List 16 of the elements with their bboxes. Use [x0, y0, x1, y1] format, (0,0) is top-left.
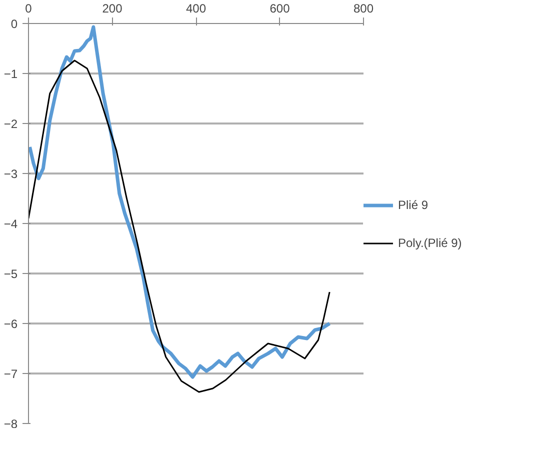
- legend-label: Poly.(Plié 9): [398, 236, 462, 250]
- y-tick-label: −4: [4, 217, 18, 231]
- x-tick-label: 400: [186, 2, 206, 16]
- y-tick-label: 0: [10, 17, 18, 31]
- y-tick-label: −2: [4, 117, 18, 131]
- y-tick-label: −1: [4, 67, 18, 81]
- y-tick-label: −6: [4, 317, 18, 331]
- x-tick-label: 800: [353, 2, 374, 16]
- y-tick-label: −3: [4, 167, 18, 181]
- y-tick-label: −7: [4, 367, 18, 381]
- legend-label: Plié 9: [398, 198, 428, 212]
- x-tick-label: 600: [270, 2, 290, 16]
- x-tick-label: 0: [25, 2, 32, 16]
- y-tick-label: −8: [4, 417, 18, 431]
- x-tick-label: 200: [102, 2, 123, 16]
- y-tick-label: −5: [4, 267, 18, 281]
